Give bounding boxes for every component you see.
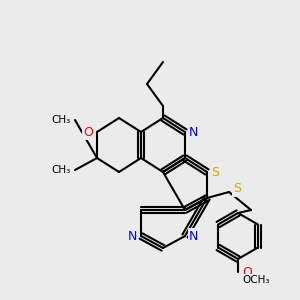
Text: CH₃: CH₃ [52,115,71,125]
Text: OCH₃: OCH₃ [242,275,269,285]
Text: N: N [189,230,198,242]
Text: CH₃: CH₃ [52,165,71,175]
Text: S: S [211,166,219,178]
Text: N: N [128,230,137,242]
Text: O: O [242,266,252,278]
Text: N: N [189,125,198,139]
Text: O: O [83,125,93,139]
Text: S: S [233,182,241,196]
